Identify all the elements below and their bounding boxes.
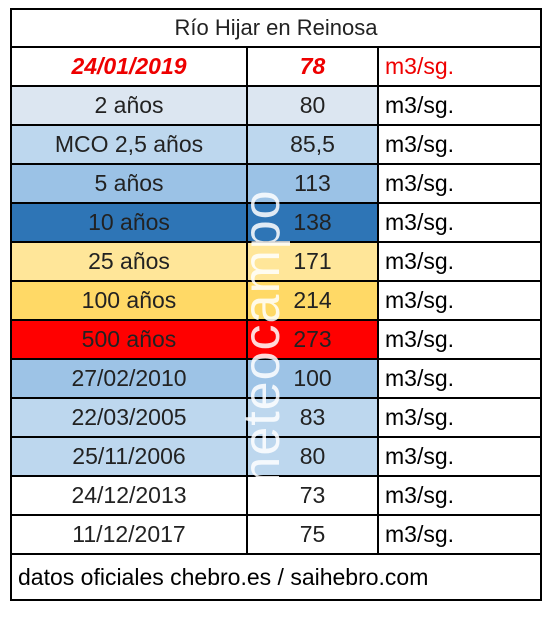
table-row: 10 años 138 m3/sg. — [10, 202, 542, 243]
period-or-date: 10 años — [10, 202, 248, 243]
unit: m3/sg. — [377, 46, 542, 87]
flow-value: 75 — [246, 514, 379, 555]
title-row: Río Hijar en Reinosa — [10, 8, 542, 48]
period-or-date: 100 años — [10, 280, 248, 321]
flow-value: 113 — [246, 163, 379, 204]
unit: m3/sg. — [377, 85, 542, 126]
flow-value: 80 — [246, 85, 379, 126]
period-or-date: 5 años — [10, 163, 248, 204]
table-row: 27/02/2010 100 m3/sg. — [10, 358, 542, 399]
unit: m3/sg. — [377, 280, 542, 321]
period-or-date: 22/03/2005 — [10, 397, 248, 438]
flow-value: 83 — [246, 397, 379, 438]
table-body: Río Hijar en Reinosa 24/01/2019 78 m3/sg. 2… — [10, 8, 542, 601]
table-row: 22/03/2005 83 m3/sg. — [10, 397, 542, 438]
table-row: 24/12/2013 73 m3/sg. — [10, 475, 542, 516]
watermark: meteocampo — [233, 189, 291, 500]
flow-value: 85,5 — [246, 124, 379, 165]
table-row: MCO 2,5 años 85,5 m3/sg. — [10, 124, 542, 165]
table-row: 2 años 80 m3/sg. — [10, 85, 542, 126]
period-or-date: 27/02/2010 — [10, 358, 248, 399]
unit: m3/sg. — [377, 358, 542, 399]
flow-value: 80 — [246, 436, 379, 477]
data-table: Río Hijar en Reinosa 24/01/2019 78 m3/sg. 2… — [10, 8, 542, 601]
period-or-date: 25 años — [10, 241, 248, 282]
flow-value: 273 — [246, 319, 379, 360]
period-or-date: 25/11/2006 — [10, 436, 248, 477]
table-row: 5 años 113 m3/sg. — [10, 163, 542, 204]
period-or-date: 24/01/2019 — [10, 46, 248, 87]
flow-value: 100 — [246, 358, 379, 399]
table-row: 11/12/2017 75 m3/sg. — [10, 514, 542, 555]
table-row: 25/11/2006 80 m3/sg. — [10, 436, 542, 477]
unit: m3/sg. — [377, 124, 542, 165]
table-row: 500 años 273 m3/sg. — [10, 319, 542, 360]
flow-value: 214 — [246, 280, 379, 321]
flow-value: 78 — [246, 46, 379, 87]
unit: m3/sg. — [377, 475, 542, 516]
unit: m3/sg. — [377, 514, 542, 555]
flow-value: 73 — [246, 475, 379, 516]
period-or-date: 500 años — [10, 319, 248, 360]
table-row: 24/01/2019 78 m3/sg. — [10, 46, 542, 87]
unit: m3/sg. — [377, 202, 542, 243]
unit: m3/sg. — [377, 241, 542, 282]
unit: m3/sg. — [377, 436, 542, 477]
table-title: Río Hijar en Reinosa — [10, 8, 542, 48]
unit: m3/sg. — [377, 163, 542, 204]
footer-row: datos oficiales chebro.es / saihebro.com — [10, 553, 542, 601]
table-row: 100 años 214 m3/sg. — [10, 280, 542, 321]
unit: m3/sg. — [377, 397, 542, 438]
unit: m3/sg. — [377, 319, 542, 360]
period-or-date: MCO 2,5 años — [10, 124, 248, 165]
period-or-date: 11/12/2017 — [10, 514, 248, 555]
period-or-date: 24/12/2013 — [10, 475, 248, 516]
period-or-date: 2 años — [10, 85, 248, 126]
flow-value: 171 — [246, 241, 379, 282]
flow-value: 138 — [246, 202, 379, 243]
footer-text: datos oficiales chebro.es / saihebro.com — [10, 553, 542, 601]
table-row: 25 años 171 m3/sg. — [10, 241, 542, 282]
